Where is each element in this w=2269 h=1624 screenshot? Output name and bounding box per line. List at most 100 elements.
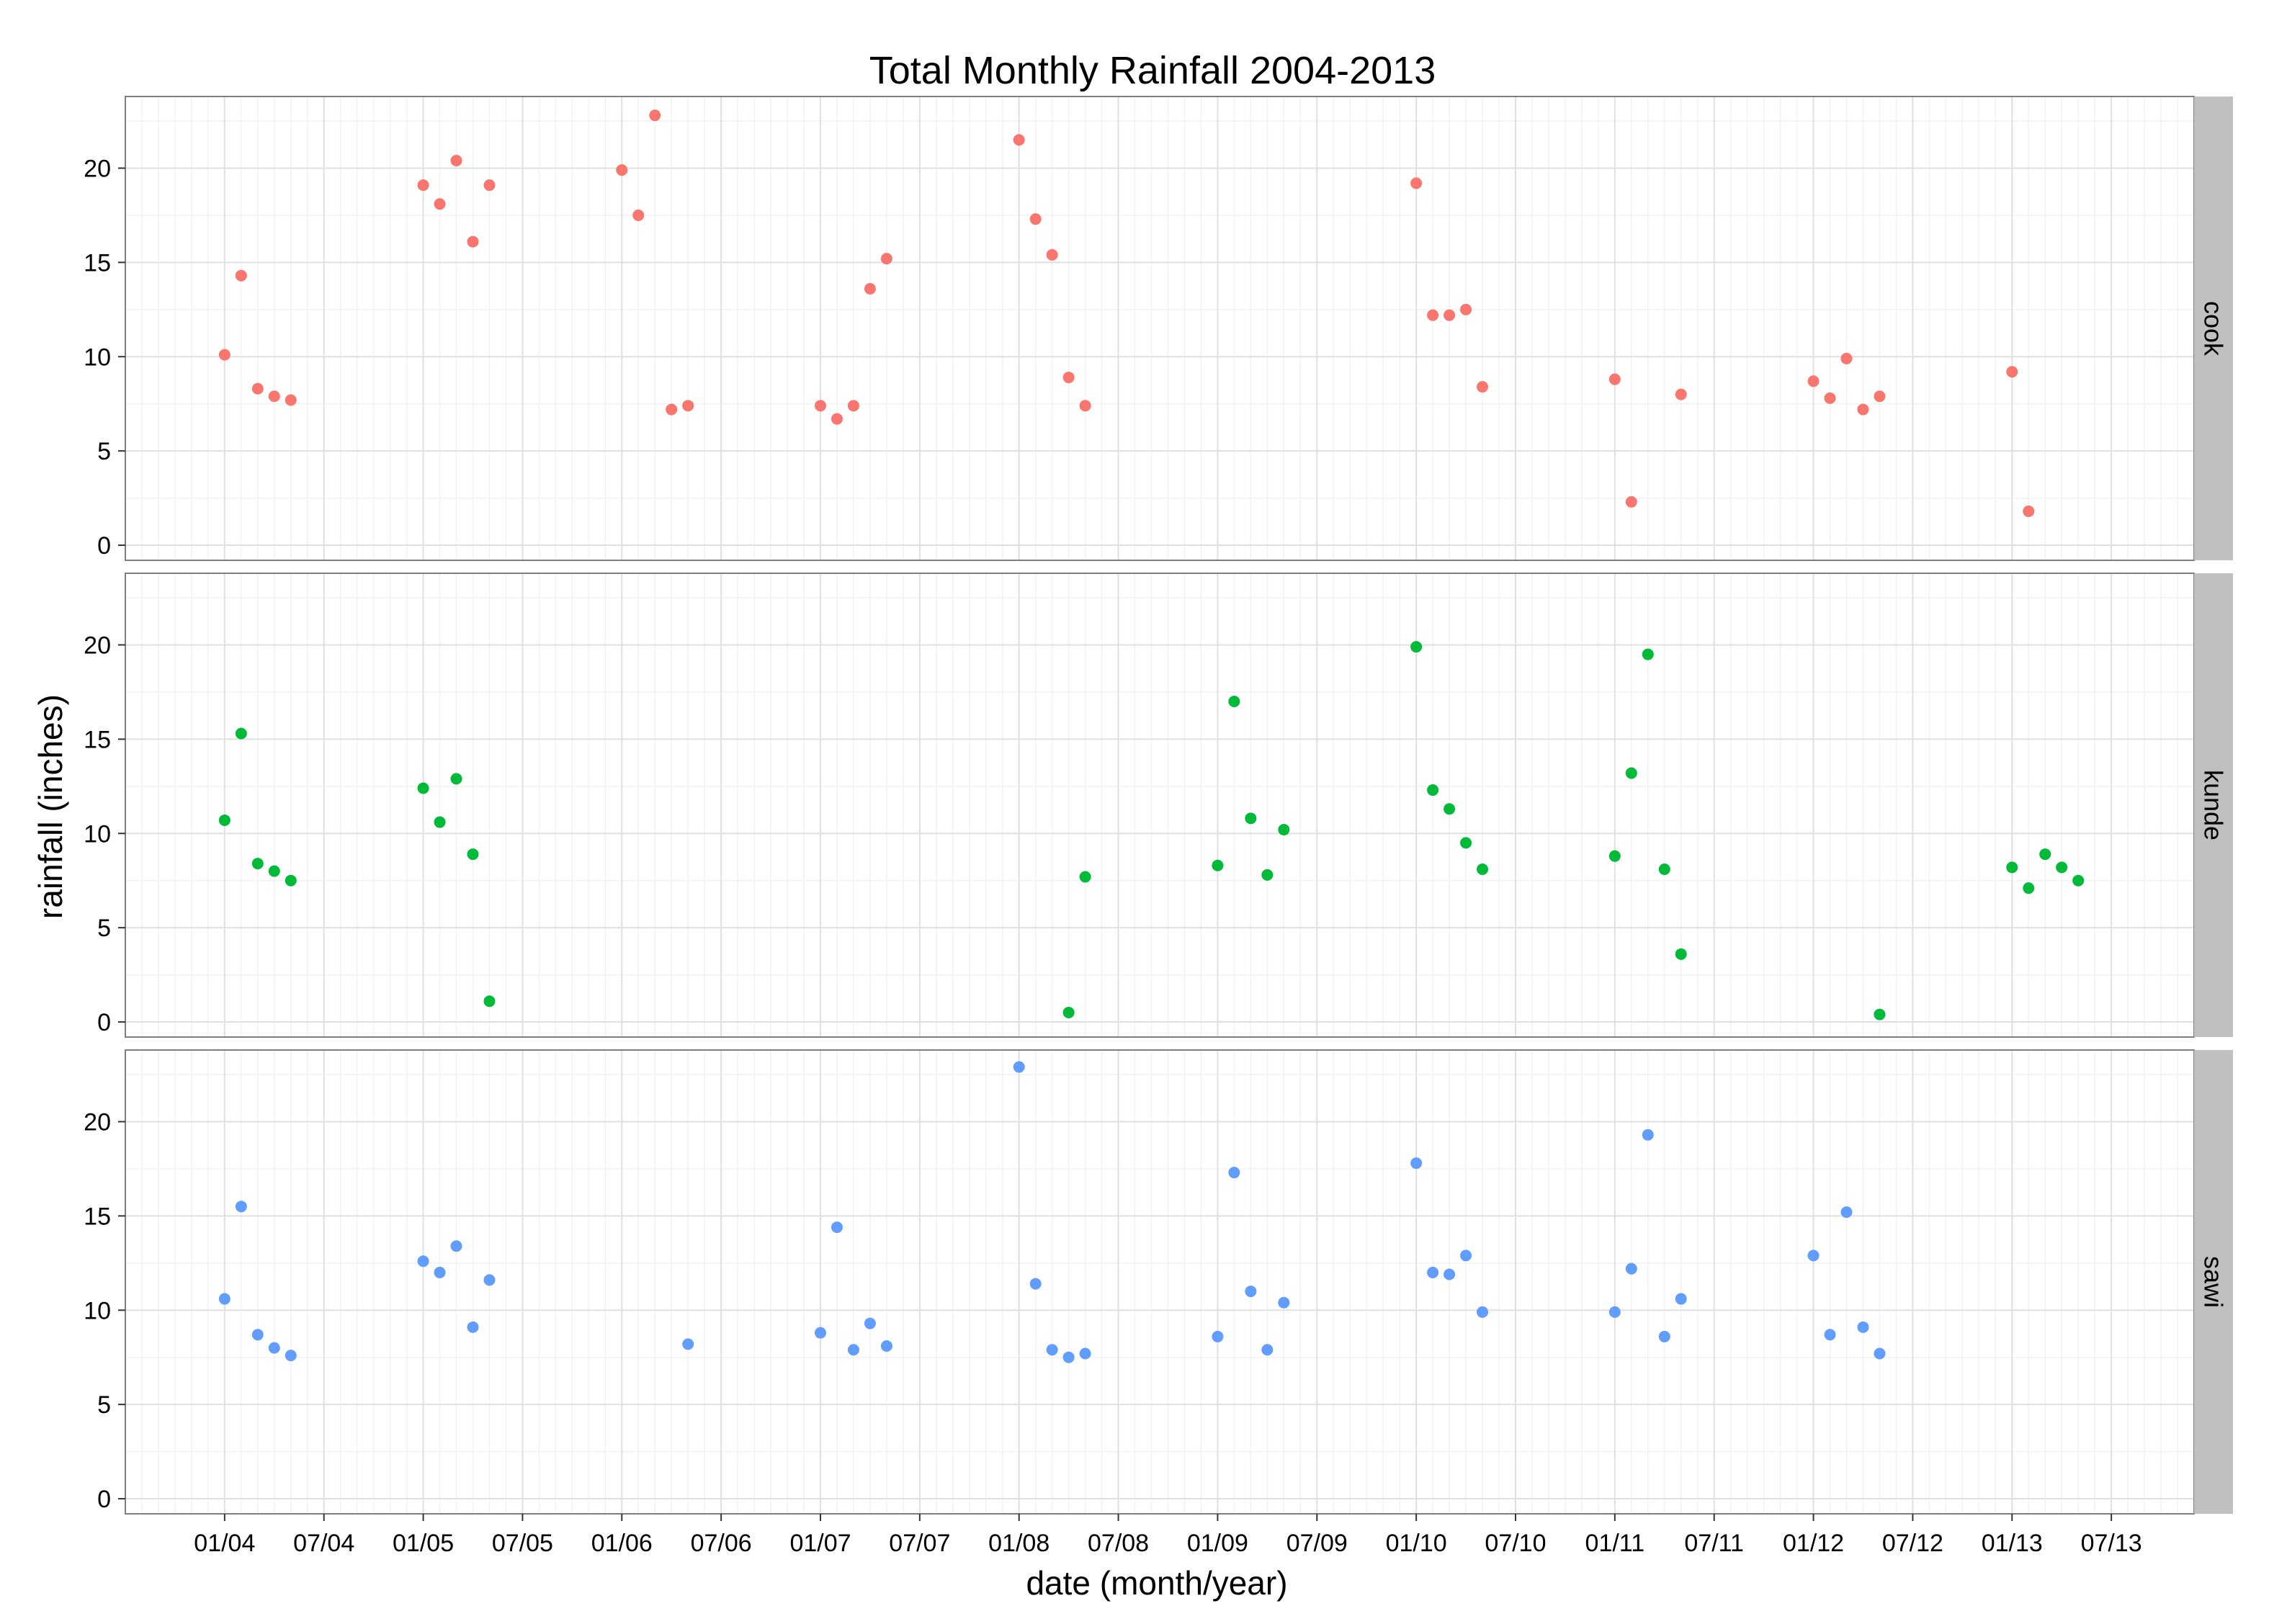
data-point [417, 782, 429, 794]
data-point [1278, 824, 1290, 836]
data-point [235, 1201, 247, 1213]
data-point [1046, 1344, 1058, 1356]
data-point [218, 349, 231, 361]
data-point [1477, 863, 1489, 876]
data-point [1874, 1347, 1886, 1360]
data-point [251, 1329, 264, 1341]
data-point [1625, 495, 1637, 508]
data-point [1608, 850, 1621, 862]
data-point [1444, 803, 1456, 815]
data-point [1824, 1329, 1836, 1341]
data-point [467, 235, 479, 248]
data-point [1460, 1250, 1472, 1262]
data-point [831, 413, 843, 425]
data-point [1427, 784, 1439, 797]
data-point [2006, 366, 2018, 378]
data-point [483, 179, 496, 192]
y-tick-label: 20 [84, 1108, 111, 1136]
data-point [1608, 373, 1621, 385]
facet-panel-sawi: 0 5 10 15 20 sawi [84, 1049, 2233, 1515]
data-point [450, 155, 462, 167]
facet-panels: 0 5 10 15 20 cook 0 5 10 15 20 kunde 0 5 10 15 20 sawi [84, 96, 2233, 1515]
data-point [1477, 381, 1489, 393]
y-tick-label: 0 [97, 1486, 111, 1513]
facet-panel-cook: 0 5 10 15 20 cook [84, 96, 2233, 561]
data-point [1278, 1296, 1290, 1309]
data-point [1046, 248, 1058, 261]
x-tick-label: 01/08 [988, 1530, 1050, 1557]
data-point [268, 390, 280, 403]
data-point [649, 109, 661, 122]
data-point [2023, 882, 2035, 894]
y-tick-label: 0 [97, 1009, 111, 1036]
data-point [1477, 1306, 1489, 1318]
data-point [1062, 1351, 1075, 1363]
data-point [666, 403, 678, 416]
data-point [864, 1317, 876, 1329]
data-point [268, 865, 280, 877]
x-tick-label: 01/04 [194, 1530, 255, 1557]
data-point [1212, 1330, 1224, 1342]
data-point [1029, 213, 1042, 225]
x-tick-label: 01/09 [1187, 1530, 1248, 1557]
data-point [1658, 1330, 1670, 1342]
facet-strip-label: sawi [2199, 1256, 2229, 1308]
facet-strip [2194, 97, 2233, 560]
x-tick-label: 07/11 [1684, 1530, 1744, 1557]
panel-background [125, 573, 2194, 1037]
data-point [1658, 863, 1670, 876]
data-point [1625, 767, 1637, 779]
data-point [417, 179, 429, 192]
chart-title: Total Monthly Rainfall 2004-2013 [869, 49, 1436, 92]
y-tick-label: 10 [84, 1297, 111, 1324]
data-point [285, 394, 297, 406]
data-point [218, 814, 231, 826]
data-point [1427, 1266, 1439, 1278]
data-point [1857, 1321, 1869, 1333]
data-point [1807, 1250, 1820, 1262]
data-point [616, 164, 628, 176]
x-axis-label: date (month/year) [1026, 1564, 1287, 1602]
data-point [2056, 861, 2068, 874]
data-point [1807, 375, 1820, 387]
y-tick-label: 5 [97, 438, 111, 465]
facet-strip-label: cook [2199, 301, 2229, 356]
x-axis: 01/04 07/04 01/05 07/05 01/06 07/06 01/07 07/07… [194, 1514, 2142, 1557]
data-point [235, 269, 247, 282]
data-point [1410, 177, 1423, 189]
data-point [1625, 1262, 1637, 1275]
y-tick-label: 10 [84, 820, 111, 848]
data-point [1062, 1006, 1075, 1018]
data-point [2039, 848, 2051, 861]
x-tick-label: 01/13 [1982, 1530, 2043, 1557]
facet-strip [2194, 1050, 2233, 1514]
x-tick-label: 07/12 [1882, 1530, 1943, 1557]
data-point [632, 209, 645, 221]
y-tick-label: 10 [84, 344, 111, 371]
data-point [1228, 1167, 1240, 1179]
y-tick-label: 5 [97, 915, 111, 942]
panel-background [125, 97, 2194, 560]
data-point [1427, 309, 1439, 321]
x-tick-label: 07/10 [1485, 1530, 1546, 1557]
data-point [1840, 1206, 1853, 1219]
data-point [880, 253, 892, 265]
data-point [864, 283, 876, 295]
data-point [880, 1340, 892, 1352]
data-point [1675, 948, 1687, 960]
data-point [1228, 696, 1240, 708]
data-point [467, 848, 479, 861]
data-point [831, 1221, 843, 1234]
facet-strip [2194, 573, 2233, 1037]
data-point [1261, 1344, 1274, 1356]
x-tick-label: 07/06 [691, 1530, 752, 1557]
x-tick-label: 01/07 [789, 1530, 851, 1557]
data-point [450, 1240, 462, 1252]
y-axis-label: rainfall (inches) [32, 694, 69, 919]
data-point [1675, 1293, 1687, 1305]
data-point [285, 874, 297, 887]
data-point [682, 400, 694, 412]
x-tick-label: 07/04 [293, 1530, 354, 1557]
data-point [1444, 1268, 1456, 1280]
